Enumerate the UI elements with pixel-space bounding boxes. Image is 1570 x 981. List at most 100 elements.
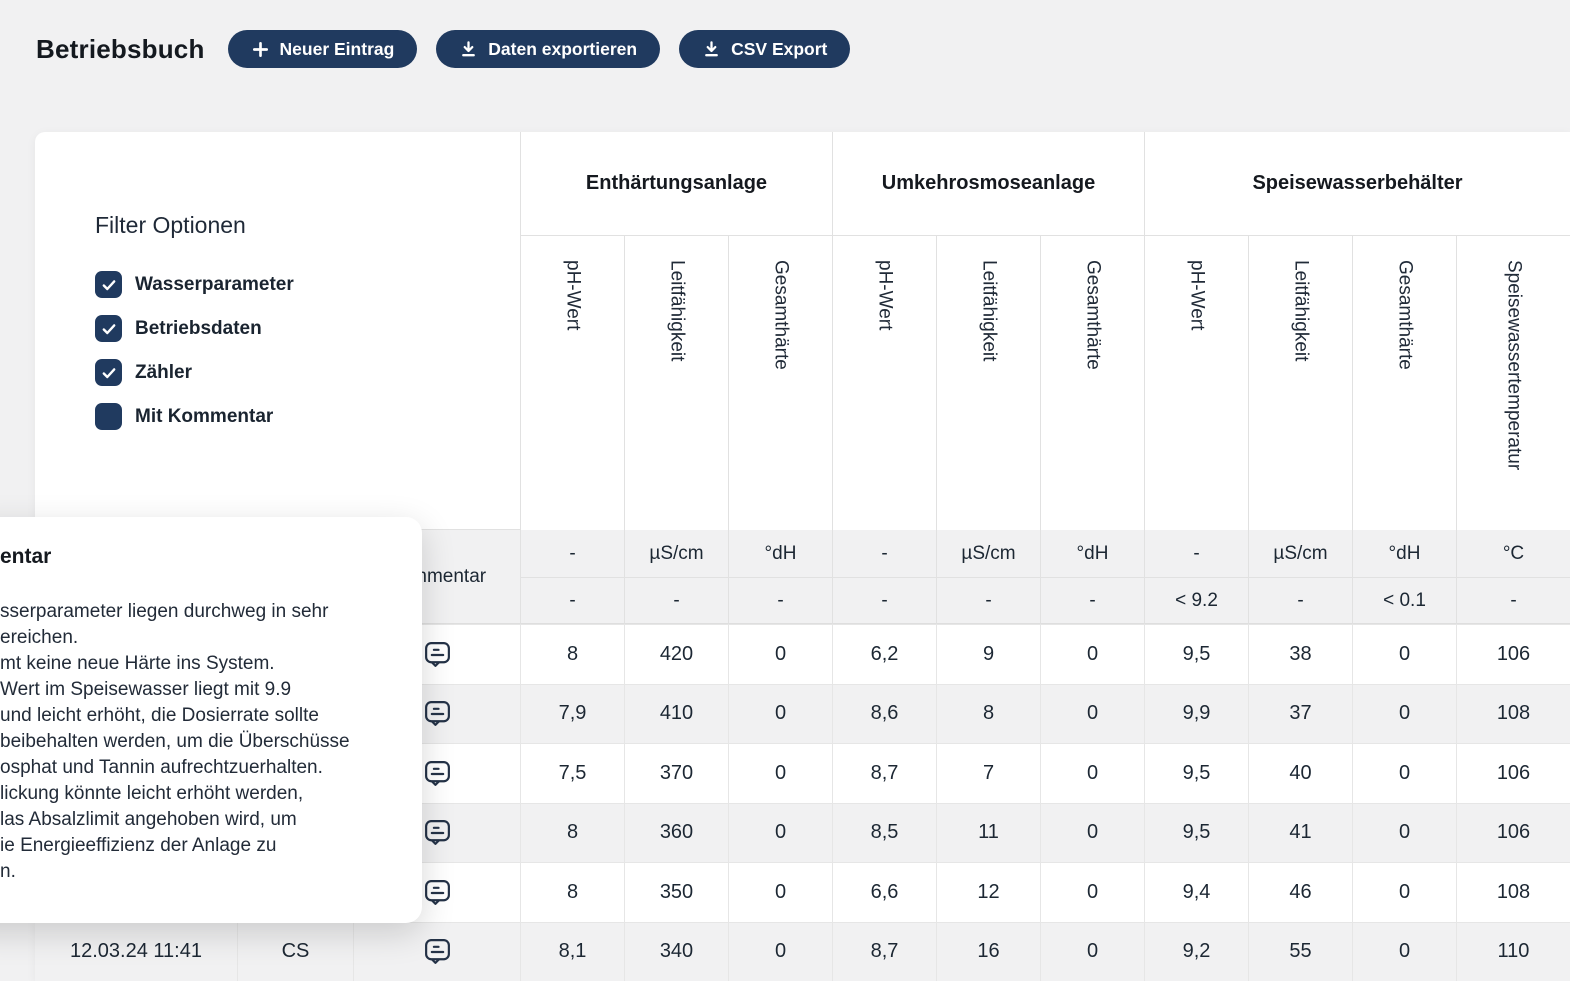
comment-tooltip-line: sserparameter liegen durchweg in sehr <box>0 599 398 625</box>
limit-cell: - <box>1248 577 1352 624</box>
value-cell: 0 <box>1352 624 1456 684</box>
unit-cell: - <box>1144 530 1248 577</box>
comment-tooltip-line: ie Energieeffizienz der Anlage zu <box>0 833 398 859</box>
download-icon <box>459 40 478 59</box>
plus-icon <box>251 40 270 59</box>
value-cell: 0 <box>1040 922 1144 981</box>
value-cell: 9 <box>936 624 1040 684</box>
value-cell: 370 <box>624 743 728 803</box>
csv-export-label: CSV Export <box>731 39 827 60</box>
filter-option-label: Mit Kommentar <box>135 406 273 428</box>
limit-cell: - <box>832 577 936 624</box>
unit-cell: °C <box>1456 530 1570 577</box>
comment-tooltip-line: n. <box>0 859 398 885</box>
comment-icon[interactable] <box>422 698 453 729</box>
value-cell: 0 <box>1040 624 1144 684</box>
limit-cell: - <box>520 577 624 624</box>
comment-tooltip-line: lickung könnte leicht erhöht werden, <box>0 781 398 807</box>
column-header: Gesamthärte <box>1352 236 1456 530</box>
comment-tooltip: entar sserparameter liegen durchweg in s… <box>0 517 422 923</box>
value-cell: 0 <box>1352 684 1456 744</box>
top-bar: Betriebsbuch Neuer Eintrag Daten exporti… <box>36 30 850 68</box>
column-header: Leitfähigkeit <box>624 236 728 530</box>
value-cell: 9,9 <box>1144 684 1248 744</box>
value-cell: 0 <box>728 922 832 981</box>
value-cell: 0 <box>728 684 832 744</box>
value-cell: 7,9 <box>520 684 624 744</box>
limit-cell: - <box>624 577 728 624</box>
comment-tooltip-line: mt keine neue Härte ins System. <box>0 651 398 677</box>
value-cell: 9,5 <box>1144 624 1248 684</box>
value-cell: 0 <box>728 743 832 803</box>
column-header: Leitfähigkeit <box>936 236 1040 530</box>
value-cell: 12 <box>936 862 1040 922</box>
value-cell: 0 <box>1040 803 1144 863</box>
filter-option-betriebsdaten[interactable]: Betriebsdaten <box>95 315 520 342</box>
value-cell: 46 <box>1248 862 1352 922</box>
comment-icon[interactable] <box>422 877 453 908</box>
value-cell: 0 <box>1352 803 1456 863</box>
comment-tooltip-line: osphat und Tannin aufrechtzuerhalten. <box>0 755 398 781</box>
comment-icon[interactable] <box>422 817 453 848</box>
value-cell: 8,7 <box>832 922 936 981</box>
value-cell: 11 <box>936 803 1040 863</box>
comment-tooltip-line: las Absalzlimit angehoben wird, um <box>0 807 398 833</box>
value-cell: 37 <box>1248 684 1352 744</box>
comment-cell <box>353 922 520 981</box>
unit-cell: µS/cm <box>1248 530 1352 577</box>
comment-tooltip-line: ereichen. <box>0 625 398 651</box>
column-header: Gesamthärte <box>1040 236 1144 530</box>
filter-option-wasserparameter[interactable]: Wasserparameter <box>95 271 520 298</box>
value-cell: 110 <box>1456 922 1570 981</box>
checkbox-checked-icon[interactable] <box>95 271 122 298</box>
filter-option-mit-kommentar[interactable]: Mit Kommentar <box>95 403 520 430</box>
limit-cell: < 0.1 <box>1352 577 1456 624</box>
value-cell: 7,5 <box>520 743 624 803</box>
download-icon <box>702 40 721 59</box>
value-cell: 8 <box>936 684 1040 744</box>
comment-icon[interactable] <box>422 936 453 967</box>
unit-cell: µS/cm <box>624 530 728 577</box>
limit-cell: - <box>1040 577 1144 624</box>
limit-cell: - <box>936 577 1040 624</box>
filter-option-zaehler[interactable]: Zähler <box>95 359 520 386</box>
datetime-cell: 12.03.24 11:41 <box>35 922 237 981</box>
comment-tooltip-title: entar <box>0 545 398 569</box>
limit-cell: - <box>1456 577 1570 624</box>
value-cell: 8,6 <box>832 684 936 744</box>
value-cell: 55 <box>1248 922 1352 981</box>
column-header: Gesamthärte <box>728 236 832 530</box>
comment-tooltip-line: und leicht erhöht, die Dosierrate sollte <box>0 703 398 729</box>
column-header: pH-Wert <box>520 236 624 530</box>
value-cell: 0 <box>1040 862 1144 922</box>
comment-icon[interactable] <box>422 639 453 670</box>
unit-cell: µS/cm <box>936 530 1040 577</box>
comment-icon[interactable] <box>422 758 453 789</box>
value-cell: 9,5 <box>1144 803 1248 863</box>
filter-option-label: Wasserparameter <box>135 274 294 296</box>
column-header: pH-Wert <box>832 236 936 530</box>
filter-option-label: Zähler <box>135 362 192 384</box>
export-data-button[interactable]: Daten exportieren <box>436 30 660 68</box>
value-cell: 9,5 <box>1144 743 1248 803</box>
new-entry-button[interactable]: Neuer Eintrag <box>228 30 418 68</box>
column-header: pH-Wert <box>1144 236 1248 530</box>
checkbox-checked-icon[interactable] <box>95 315 122 342</box>
value-cell: 0 <box>1352 862 1456 922</box>
value-cell: 9,4 <box>1144 862 1248 922</box>
csv-export-button[interactable]: CSV Export <box>679 30 850 68</box>
unit-cell: °dH <box>728 530 832 577</box>
value-cell: 8 <box>520 624 624 684</box>
checkbox-unchecked-icon[interactable] <box>95 403 122 430</box>
value-cell: 8,7 <box>832 743 936 803</box>
limit-cell: < 9.2 <box>1144 577 1248 624</box>
value-cell: 0 <box>728 862 832 922</box>
checkbox-checked-icon[interactable] <box>95 359 122 386</box>
value-cell: 8,1 <box>520 922 624 981</box>
value-cell: 41 <box>1248 803 1352 863</box>
value-cell: 0 <box>728 624 832 684</box>
limit-cell: - <box>728 577 832 624</box>
export-data-label: Daten exportieren <box>488 39 637 60</box>
unit-cell: °dH <box>1040 530 1144 577</box>
column-header: Leitfähigkeit <box>1248 236 1352 530</box>
